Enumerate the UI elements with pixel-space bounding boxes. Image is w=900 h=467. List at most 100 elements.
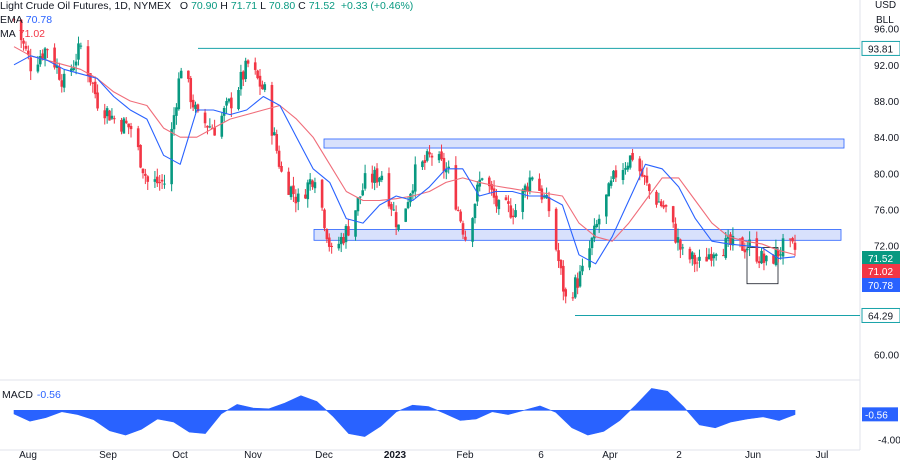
candle-body[interactable] <box>43 48 47 60</box>
candle-body[interactable] <box>311 180 314 187</box>
candle-body[interactable] <box>191 99 195 108</box>
candle-body[interactable] <box>757 261 761 264</box>
candle-body[interactable] <box>507 201 510 204</box>
candle-body[interactable] <box>29 57 33 72</box>
candle-body[interactable] <box>363 173 367 189</box>
candle-body[interactable] <box>714 254 718 257</box>
candle-body[interactable] <box>213 127 216 136</box>
candle-body[interactable] <box>55 65 59 68</box>
candle-body[interactable] <box>158 182 161 184</box>
candle-body[interactable] <box>287 171 290 195</box>
candle-body[interactable] <box>576 278 579 288</box>
candle-body[interactable] <box>409 193 412 203</box>
candle-body[interactable] <box>70 68 73 72</box>
candle-body[interactable] <box>765 255 768 262</box>
candle-body[interactable] <box>237 89 240 110</box>
candle-body[interactable] <box>397 224 400 230</box>
candle-body[interactable] <box>411 190 415 194</box>
candle-body[interactable] <box>108 110 111 121</box>
candle-body[interactable] <box>454 165 458 210</box>
candle-body[interactable] <box>113 118 116 120</box>
candle-body[interactable] <box>280 165 283 172</box>
candle-body[interactable] <box>497 200 501 210</box>
candle-body[interactable] <box>643 175 646 177</box>
price-badge-close[interactable] <box>862 251 900 265</box>
candle-body[interactable] <box>241 71 245 80</box>
candle-body[interactable] <box>590 237 594 249</box>
candle-body[interactable] <box>523 185 527 193</box>
candle-body[interactable] <box>578 271 582 287</box>
candle-body[interactable] <box>89 73 92 83</box>
candle-body[interactable] <box>246 60 250 64</box>
candle-body[interactable] <box>605 194 608 217</box>
candle-body[interactable] <box>478 179 482 187</box>
candle-body[interactable] <box>487 177 491 187</box>
candle-body[interactable] <box>614 170 618 178</box>
candle-body[interactable] <box>779 254 782 256</box>
candle-body[interactable] <box>562 265 565 292</box>
candle-body[interactable] <box>428 152 431 155</box>
candle-body[interactable] <box>105 108 109 117</box>
candle-body[interactable] <box>593 225 596 239</box>
candle-body[interactable] <box>141 168 145 174</box>
candle-body[interactable] <box>19 19 23 41</box>
macd-area[interactable] <box>13 388 796 437</box>
candle-body[interactable] <box>380 175 384 180</box>
candle-body[interactable] <box>394 212 398 228</box>
candle-body[interactable] <box>421 161 424 168</box>
candle-body[interactable] <box>722 255 725 257</box>
candle-body[interactable] <box>361 190 365 196</box>
candle-body[interactable] <box>24 45 28 49</box>
candle-body[interactable] <box>124 120 128 124</box>
candle-body[interactable] <box>323 209 326 229</box>
candle-body[interactable] <box>609 180 613 186</box>
candle-body[interactable] <box>542 196 546 198</box>
candle-body[interactable] <box>726 236 730 239</box>
candle-body[interactable] <box>695 262 699 264</box>
candle-body[interactable] <box>404 208 407 222</box>
candle-body[interactable] <box>313 182 317 189</box>
candle-body[interactable] <box>244 60 247 79</box>
candle-body[interactable] <box>163 183 166 185</box>
candle-body[interactable] <box>690 252 694 259</box>
candle-body[interactable] <box>38 56 42 65</box>
candle-body[interactable] <box>413 164 417 192</box>
candle-body[interactable] <box>514 210 517 217</box>
candle-body[interactable] <box>22 40 25 44</box>
candle-body[interactable] <box>509 205 513 218</box>
candle-body[interactable] <box>156 176 159 184</box>
candle-body[interactable] <box>270 85 274 136</box>
candle-body[interactable] <box>356 197 360 212</box>
candle-body[interactable] <box>320 179 324 208</box>
price-badge-ema[interactable] <box>862 278 900 292</box>
candle-body[interactable] <box>160 179 164 182</box>
candle-body[interactable] <box>638 158 642 172</box>
candle-body[interactable] <box>146 176 150 182</box>
candle-body[interactable] <box>273 132 276 136</box>
candle-body[interactable] <box>58 66 61 80</box>
candle-body[interactable] <box>741 237 744 251</box>
candle-body[interactable] <box>626 165 630 170</box>
candle-body[interactable] <box>136 128 140 148</box>
candle-body[interactable] <box>36 64 40 72</box>
candle-body[interactable] <box>554 208 558 250</box>
candle-body[interactable] <box>776 249 780 257</box>
candle-body[interactable] <box>710 253 713 261</box>
candle-body[interactable] <box>471 218 474 242</box>
candle-body[interactable] <box>208 126 212 128</box>
candle-body[interactable] <box>437 154 441 161</box>
candle-body[interactable] <box>370 173 374 183</box>
candle-body[interactable] <box>390 204 393 210</box>
candle-body[interactable] <box>289 186 293 198</box>
candle-body[interactable] <box>425 151 429 161</box>
candle-body[interactable] <box>681 247 685 249</box>
candle-body[interactable] <box>392 209 396 211</box>
candle-body[interactable] <box>597 218 601 225</box>
ema-line[interactable] <box>13 55 796 265</box>
candle-body[interactable] <box>62 73 66 88</box>
candle-body[interactable] <box>528 177 532 192</box>
candle-body[interactable] <box>676 237 680 243</box>
candle-body[interactable] <box>461 223 465 235</box>
candle-body[interactable] <box>743 249 747 253</box>
candle-body[interactable] <box>760 250 763 264</box>
